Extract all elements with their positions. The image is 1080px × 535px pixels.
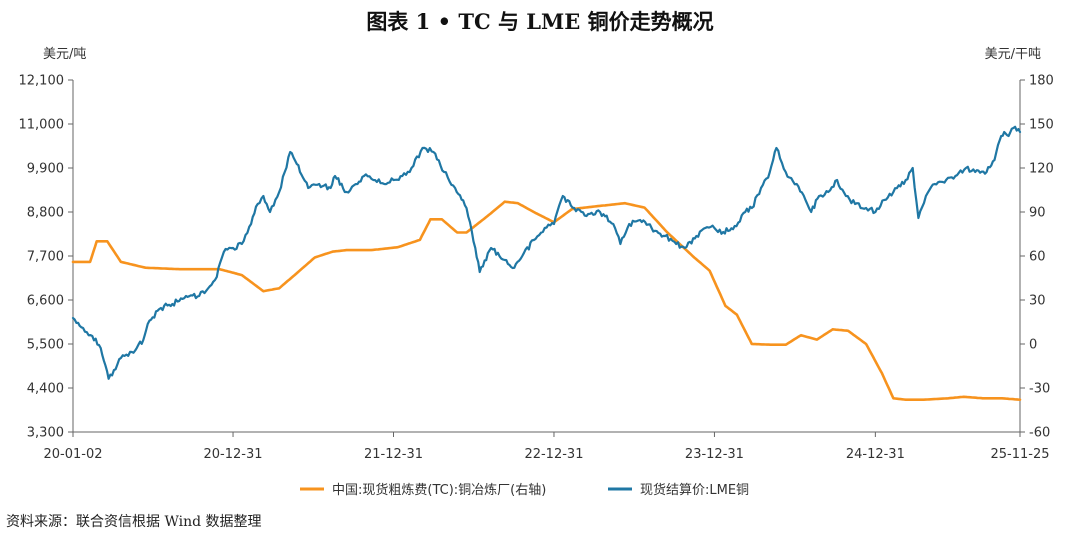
y-right-tick-label: 120 bbox=[1029, 162, 1054, 177]
y-left-tick-label: 4,400 bbox=[27, 382, 64, 397]
y-right-tick-label: 30 bbox=[1029, 294, 1046, 309]
y-left-tick-label: 9,900 bbox=[27, 162, 64, 177]
x-tick-label: 24-12-31 bbox=[846, 447, 905, 462]
y-left-tick-label: 5,500 bbox=[27, 338, 64, 353]
y-left-tick-label: 7,700 bbox=[27, 250, 64, 265]
chart-axes: 3,300 4,400 5,500 6,600 7,700 8,800 9,900 11,00… bbox=[19, 47, 1054, 462]
y-left-tick-label: 3,300 bbox=[27, 426, 64, 441]
x-tick-label: 23-12-31 bbox=[685, 447, 744, 462]
y-right-unit-label: 美元/干吨 bbox=[985, 47, 1041, 62]
series-line-1 bbox=[71, 125, 1022, 380]
y-left-tick-label: 6,600 bbox=[27, 294, 64, 309]
chart-legend: 中国:现货粗炼费(TC):铜冶炼厂(右轴) 现货结算价:LME铜 bbox=[300, 482, 749, 498]
chart-svg: 3,300 4,400 5,500 6,600 7,700 8,800 9,900 11,00… bbox=[19, 47, 1054, 498]
y-right-tick-label: -60 bbox=[1029, 426, 1050, 441]
y-right-tick-label: 0 bbox=[1029, 338, 1037, 353]
legend-label-0: 中国:现货粗炼费(TC):铜冶炼厂(右轴) bbox=[332, 482, 546, 498]
y-left-tick-label: 11,000 bbox=[19, 118, 65, 133]
legend-label-1: 现货结算价:LME铜 bbox=[640, 482, 749, 498]
y-right-tick-label: 60 bbox=[1029, 250, 1046, 265]
chart-lines bbox=[71, 125, 1022, 402]
y-right-tick-label: 90 bbox=[1029, 206, 1046, 221]
chart-title: 图表 1 • TC 与 LME 铜价走势概况 bbox=[366, 9, 714, 34]
x-tick-label: 22-12-31 bbox=[524, 447, 583, 462]
y-right-tick-label: 150 bbox=[1029, 118, 1054, 133]
y-left-tick-label: 8,800 bbox=[27, 206, 64, 221]
y-left-tick-label: 12,100 bbox=[19, 74, 65, 89]
y-left-unit-label: 美元/吨 bbox=[43, 47, 86, 62]
x-tick-label: 25-11-25 bbox=[990, 447, 1049, 462]
y-right-tick-label: -30 bbox=[1029, 382, 1050, 397]
x-tick-label: 20-12-31 bbox=[204, 447, 263, 462]
y-right-tick-label: 180 bbox=[1029, 74, 1054, 89]
series-line-0 bbox=[71, 200, 1022, 402]
source-note: 资料来源：联合资信根据 Wind 数据整理 bbox=[6, 514, 262, 530]
x-tick-label: 20-01-02 bbox=[43, 447, 102, 462]
x-tick-label: 21-12-31 bbox=[364, 447, 423, 462]
